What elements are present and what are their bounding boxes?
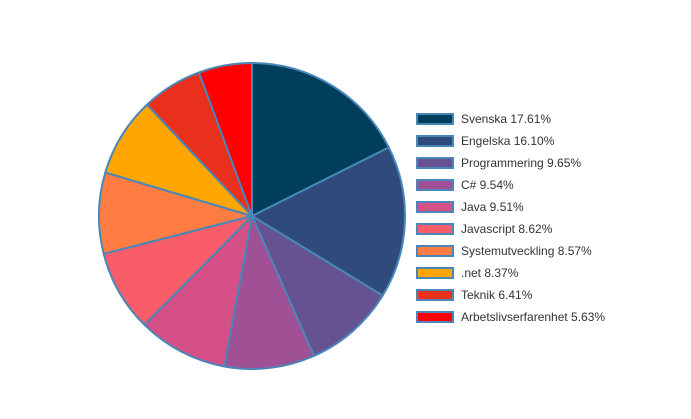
legend-item[interactable]: Arbetslivserfarenhet 5.63%: [416, 306, 605, 328]
legend-label: .net 8.37%: [461, 266, 519, 280]
pie-slice-programmering[interactable]: [251, 215, 384, 357]
legend-label: Systemutveckling 8.57%: [461, 244, 592, 258]
legend-swatch: [416, 179, 454, 191]
legend-item[interactable]: Engelska 16.10%: [416, 130, 605, 152]
legend-swatch: [416, 289, 454, 301]
legend-item[interactable]: Teknik 6.41%: [416, 284, 605, 306]
legend-label: Arbetslivserfarenhet 5.63%: [461, 310, 606, 324]
legend-item[interactable]: Svenska 17.61%: [416, 108, 605, 130]
legend-label: C# 9.54%: [461, 178, 514, 192]
pie-slice-javascript[interactable]: [102, 215, 253, 326]
pie-slice-engelska[interactable]: [251, 146, 406, 297]
legend-item[interactable]: .net 8.37%: [416, 262, 605, 284]
legend-label: Javascript 8.62%: [461, 222, 553, 236]
legend-item[interactable]: Java 9.51%: [416, 196, 605, 218]
legend-swatch: [416, 135, 454, 147]
legend-swatch: [416, 223, 454, 235]
legend-swatch: [416, 267, 454, 279]
pie-slice-arbetslivserfarenhet[interactable]: [198, 62, 253, 217]
legend-item[interactable]: C# 9.54%: [416, 174, 605, 196]
legend-item[interactable]: Systemutveckling 8.57%: [416, 240, 605, 262]
pie-slice-java[interactable]: [143, 215, 253, 368]
pie-slice-svenska[interactable]: [251, 62, 390, 217]
legend-label: Engelska 16.10%: [461, 134, 555, 148]
legend-item[interactable]: Javascript 8.62%: [416, 218, 605, 240]
legend-label: Programmering 9.65%: [461, 156, 582, 170]
legend-swatch: [416, 311, 454, 323]
legend-swatch: [416, 157, 454, 169]
legend-swatch: [416, 245, 454, 257]
legend-item[interactable]: Programmering 9.65%: [416, 152, 605, 174]
legend-label: Svenska 17.61%: [461, 112, 552, 126]
legend-label: Teknik 6.41%: [461, 288, 533, 302]
pie-slice-c[interactable]: [223, 215, 316, 370]
legend: Svenska 17.61% Engelska 16.10% Programmeri…: [416, 108, 605, 328]
legend-label: Java 9.51%: [461, 200, 524, 214]
legend-swatch: [416, 113, 454, 125]
legend-swatch: [416, 201, 454, 213]
